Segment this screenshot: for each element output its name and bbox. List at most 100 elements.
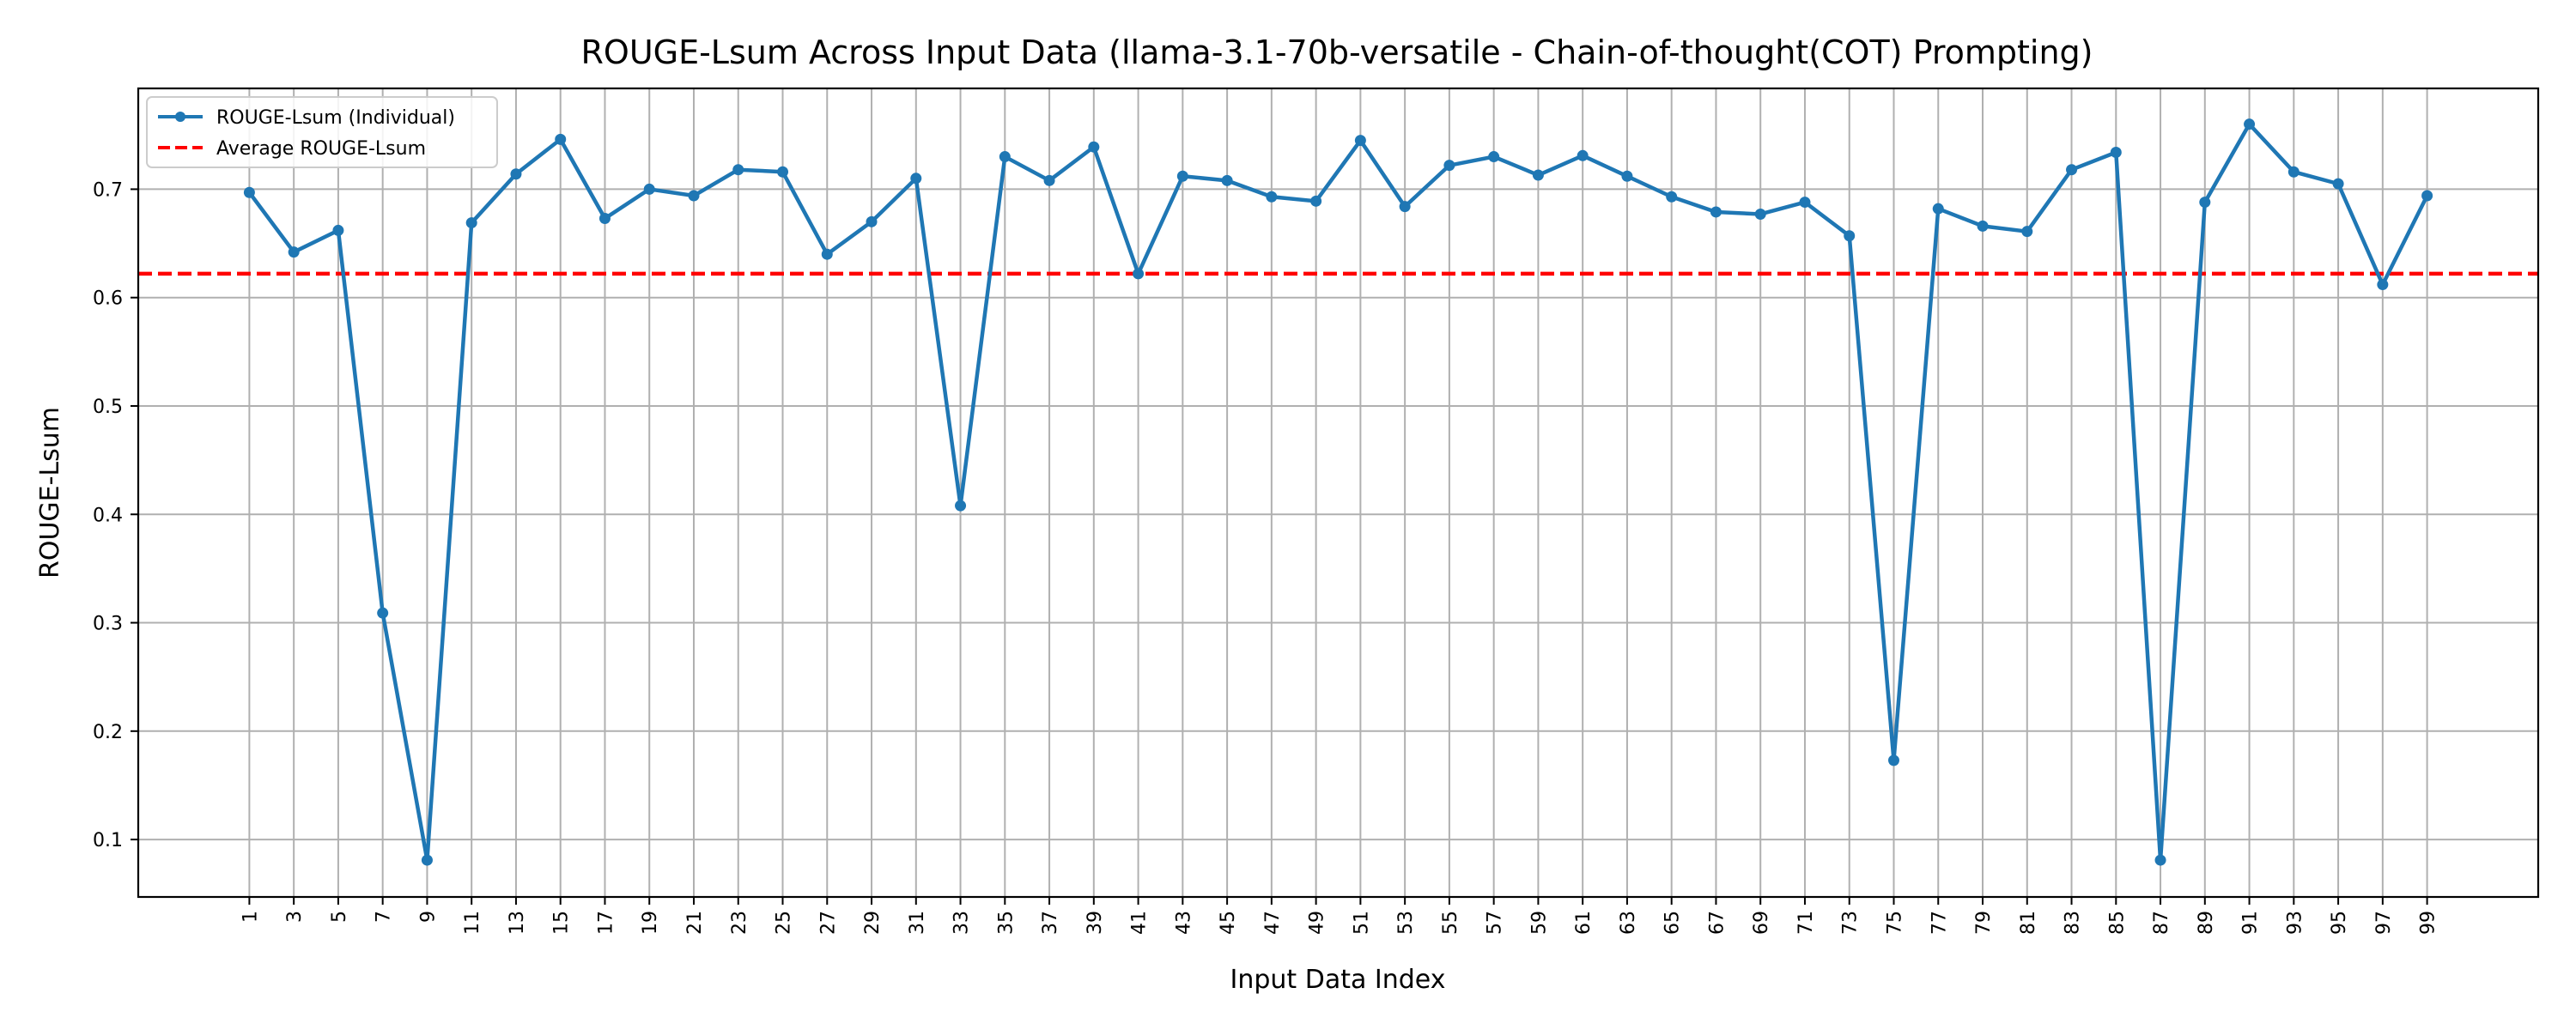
- data-point: [1310, 195, 1322, 207]
- data-point: [555, 133, 567, 145]
- data-point: [1043, 174, 1055, 186]
- series-layer: [243, 118, 2433, 866]
- data-point: [643, 183, 655, 195]
- y-axis-ticks: 0.1 0.2 0.3 0.4 0.5 0.6 0.7: [93, 179, 138, 851]
- x-tick-label: 87: [2151, 911, 2172, 935]
- x-tick-label: 7: [374, 911, 395, 923]
- y-axis-label: ROUGE-Lsum: [35, 407, 65, 579]
- legend: ROUGE-Lsum (Individual) Average ROUGE-Ls…: [146, 96, 498, 168]
- data-point: [1399, 201, 1411, 213]
- x-tick-label: 63: [1618, 911, 1639, 935]
- data-point: [1532, 169, 1544, 181]
- legend-box: [146, 96, 498, 168]
- legend-label-average: Average ROUGE-Lsum: [216, 138, 426, 160]
- x-tick-label: 43: [1173, 911, 1194, 935]
- x-tick-label: 67: [1706, 911, 1728, 935]
- chart-title: ROUGE-Lsum Across Input Data (llama-3.1-…: [581, 33, 2093, 71]
- data-point: [688, 190, 700, 202]
- data-point: [955, 500, 967, 512]
- x-tick-label: 47: [1262, 911, 1284, 935]
- x-tick-label: 81: [2018, 911, 2039, 935]
- series-line-individual: [247, 122, 2429, 863]
- x-tick-label: 39: [1084, 911, 1106, 935]
- data-point: [1443, 160, 1455, 172]
- data-point: [777, 166, 789, 178]
- y-tick-label: 0.7: [93, 179, 123, 201]
- data-point: [2021, 226, 2033, 238]
- data-point: [866, 215, 878, 227]
- x-tick-label: 97: [2373, 911, 2395, 935]
- x-axis-label: Input Data Index: [1230, 965, 1446, 995]
- data-point: [421, 854, 433, 866]
- x-tick-label: 45: [1218, 911, 1239, 935]
- data-point: [377, 607, 389, 619]
- x-tick-label: 91: [2240, 911, 2262, 935]
- x-tick-label: 27: [817, 911, 839, 935]
- legend-marker-individual: [175, 112, 185, 122]
- x-tick-label: 41: [1129, 911, 1151, 935]
- x-tick-label: 77: [1929, 911, 1950, 935]
- data-point: [332, 224, 344, 236]
- x-tick-label: 33: [951, 911, 973, 935]
- data-point: [2332, 178, 2344, 190]
- x-tick-label: 83: [2063, 911, 2084, 935]
- x-tick-label: 65: [1662, 911, 1684, 935]
- grid-lines: [138, 88, 2538, 897]
- x-tick-label: 53: [1395, 911, 1417, 935]
- x-tick-label: 61: [1573, 911, 1595, 935]
- data-point: [288, 246, 300, 258]
- data-point: [2421, 190, 2433, 202]
- data-point: [2199, 197, 2211, 209]
- data-point: [1577, 149, 1589, 161]
- x-tick-label: 57: [1485, 911, 1506, 935]
- x-tick-label: 89: [2196, 911, 2217, 935]
- x-tick-label: 71: [1795, 911, 1817, 935]
- data-point: [1844, 230, 1856, 242]
- x-tick-label: 35: [995, 911, 1017, 935]
- data-point: [2287, 166, 2300, 178]
- y-tick-label: 0.1: [93, 830, 123, 851]
- x-tick-label: 49: [1307, 911, 1328, 935]
- data-point: [1977, 220, 1989, 232]
- y-tick-label: 0.2: [93, 722, 123, 743]
- data-point: [1754, 208, 1766, 220]
- data-point: [510, 168, 522, 180]
- x-tick-label: 55: [1440, 911, 1461, 935]
- x-axis-ticks: 1 3 5 7 9 11 13 15 17 19 21 23 25 27 29 31 33 35 37 39 41 43 4…: [240, 897, 2439, 935]
- data-point: [1887, 754, 1899, 766]
- x-tick-label: 99: [2418, 911, 2439, 935]
- data-point: [732, 164, 744, 176]
- data-point: [2110, 147, 2122, 159]
- data-point: [2154, 854, 2166, 866]
- x-tick-label: 79: [1973, 911, 1995, 935]
- x-tick-label: 73: [1840, 911, 1862, 935]
- x-tick-label: 31: [907, 911, 928, 935]
- x-tick-label: 93: [2284, 911, 2306, 935]
- data-point: [598, 213, 611, 225]
- x-tick-label: 37: [1040, 911, 1061, 935]
- data-point: [1666, 191, 1678, 203]
- y-tick-label: 0.3: [93, 614, 123, 635]
- x-tick-label: 69: [1751, 911, 1772, 935]
- x-tick-label: 59: [1528, 911, 1550, 935]
- x-tick-label: 29: [862, 911, 884, 935]
- x-tick-label: 17: [595, 911, 617, 935]
- plot-frame: [137, 87, 2540, 899]
- x-tick-label: 21: [684, 911, 706, 935]
- x-tick-label: 19: [640, 911, 661, 935]
- x-tick-label: 1: [240, 911, 261, 923]
- data-point: [1133, 268, 1145, 280]
- x-tick-label: 85: [2106, 911, 2128, 935]
- data-point: [1932, 203, 1944, 215]
- data-point: [1266, 191, 1278, 203]
- data-point: [821, 248, 833, 260]
- x-tick-label: 11: [462, 911, 483, 935]
- data-point: [1710, 206, 1722, 218]
- x-tick-label: 5: [329, 911, 350, 923]
- data-point: [2244, 118, 2256, 130]
- x-tick-label: 75: [1884, 911, 1905, 935]
- data-point: [465, 217, 477, 229]
- data-point: [1488, 151, 1500, 163]
- data-point: [1176, 170, 1188, 182]
- data-point: [999, 151, 1011, 163]
